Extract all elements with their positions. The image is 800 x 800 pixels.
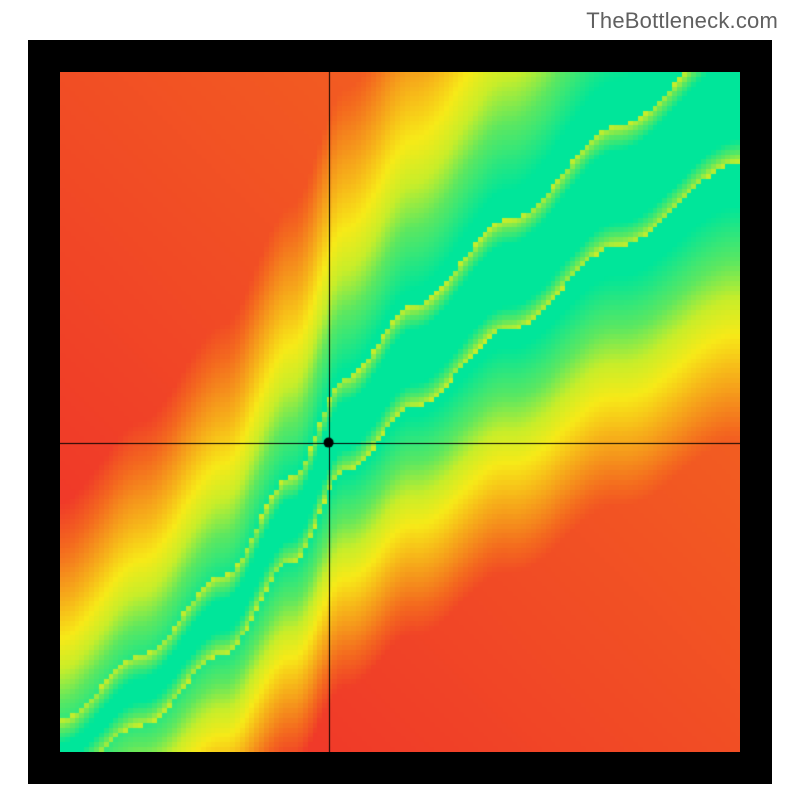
watermark-text: TheBottleneck.com	[586, 8, 778, 34]
crosshair-overlay	[60, 72, 740, 752]
plot-frame	[28, 40, 772, 784]
root-container: TheBottleneck.com	[0, 0, 800, 800]
